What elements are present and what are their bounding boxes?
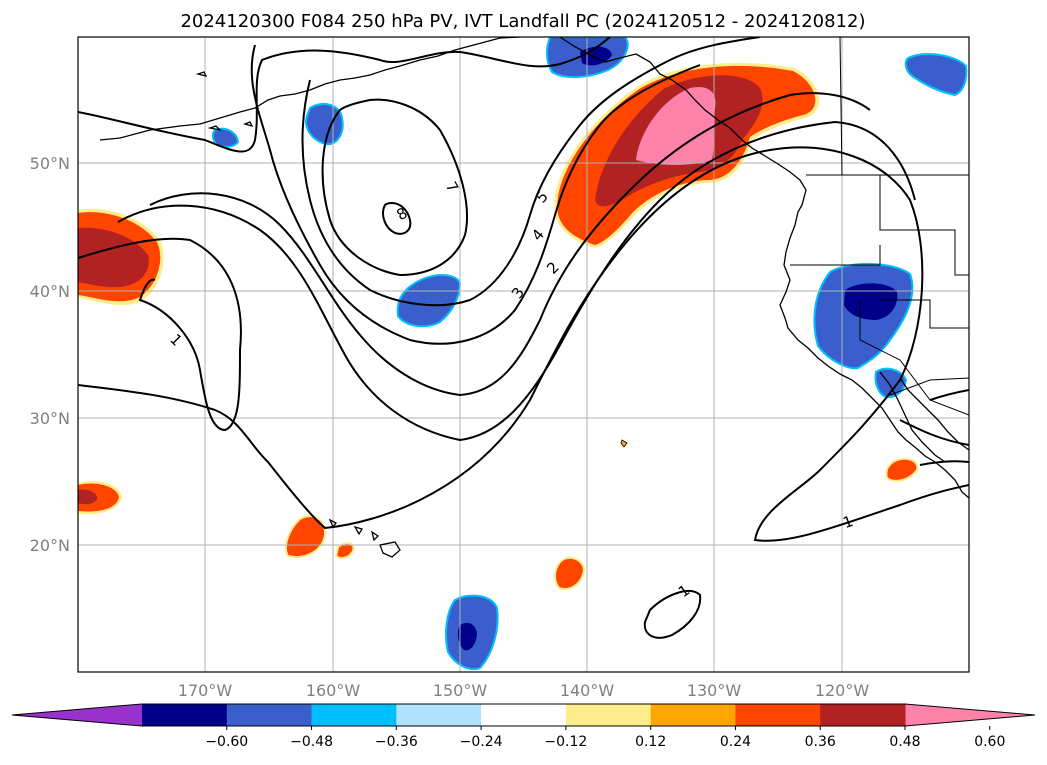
colorbar-outline: [11, 703, 1036, 727]
lon-label: 120°W: [815, 681, 870, 700]
lon-label: 170°W: [178, 681, 233, 700]
coastlines: [99, 37, 969, 558]
borders: [790, 37, 969, 416]
colorbar-segment: [650, 704, 736, 726]
ivt-shading: [78, 37, 968, 671]
lon-label: 150°W: [433, 681, 488, 700]
longitude-labels: 170°W 160°W 150°W 140°W 130°W 120°W: [178, 681, 870, 700]
lat-label: 40°N: [30, 282, 70, 301]
colorbar: −0.60 −0.48 −0.36 −0.24 −0.12 0.12 0.24 0.36 0.4…: [11, 703, 1036, 750]
colorbar-segment: [142, 704, 228, 726]
colorbar-tick-label: 0.24: [720, 734, 751, 750]
colorbar-segment: [226, 704, 313, 726]
colorbar-tick-label: −0.12: [544, 734, 587, 750]
colorbar-tick-label: −0.24: [460, 734, 503, 750]
colorbar-segment: [311, 704, 397, 726]
colorbar-extension-max: [905, 704, 1035, 726]
map-frame: [77, 36, 970, 673]
colorbar-segment: [396, 704, 482, 726]
lon-label: 130°W: [687, 681, 742, 700]
colorbar-segment: [481, 704, 567, 726]
colorbar-tick-label: 0.36: [805, 734, 836, 750]
lat-label: 30°N: [30, 409, 70, 428]
colorbar-tick-label: −0.60: [205, 734, 248, 750]
lon-label: 140°W: [560, 681, 615, 700]
colorbar-segment: [820, 704, 906, 726]
colorbar-segment: [565, 704, 652, 726]
plot-title: 2024120300 F084 250 hPa PV, IVT Landfall…: [180, 11, 865, 32]
colorbar-tick-label: 0.12: [635, 734, 666, 750]
lat-label: 50°N: [30, 154, 70, 173]
pv-contours: [78, 37, 969, 639]
map-area: 8 7 5 4 3 2 1 1 1: [78, 37, 969, 672]
colorbar-tick-label: −0.36: [375, 734, 418, 750]
colorbar-tick-label: 0.60: [974, 734, 1005, 750]
colorbar-tick-label: −0.48: [290, 734, 333, 750]
colorbar-tick-label: 0.48: [889, 734, 920, 750]
lon-label: 160°W: [306, 681, 361, 700]
lat-label: 20°N: [30, 536, 70, 555]
colorbar-extension-min: [12, 704, 142, 726]
colorbar-segment: [735, 704, 821, 726]
latitude-labels: 50°N 40°N 30°N 20°N: [30, 154, 70, 555]
